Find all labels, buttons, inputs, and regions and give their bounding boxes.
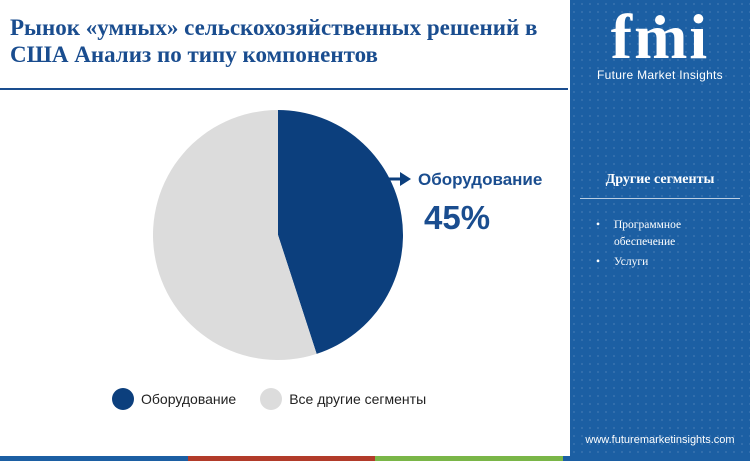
- segment-label: Программное обеспечение: [614, 219, 682, 248]
- pie-slice-hardware: [278, 110, 403, 354]
- other-segments-list: • Программное обеспечение • Услуги: [596, 217, 736, 274]
- other-segments-heading: Другие сегменты: [605, 172, 715, 187]
- bar-segment: [375, 456, 563, 461]
- segments-divider: [580, 198, 740, 199]
- pie-chart: [153, 110, 411, 360]
- bottom-color-bar: [0, 456, 750, 461]
- website-url[interactable]: www.futuremarketinsights.com: [585, 434, 735, 446]
- bullet-icon: •: [596, 219, 601, 231]
- bar-segment: [0, 456, 188, 461]
- bullet-icon: •: [596, 256, 601, 268]
- legend-item-other: Все другие сегменты: [260, 388, 426, 410]
- bar-segment: [562, 456, 750, 461]
- callout-arrow-icon: [388, 172, 411, 186]
- legend-item-hardware: Оборудование: [112, 388, 236, 410]
- sidebar: fmi Future Market Insights Другие сегмен…: [570, 0, 750, 461]
- callout-value: 45%: [424, 199, 491, 236]
- legend-label-other: Все другие сегменты: [289, 391, 427, 407]
- pie-slices: [153, 110, 403, 360]
- callout-label: Оборудование: [418, 170, 543, 189]
- globe-icon: [655, 15, 665, 25]
- title-divider: [0, 88, 568, 90]
- fmi-logo: fmi: [611, 8, 707, 63]
- bar-segment: [187, 456, 375, 461]
- legend-label-hardware: Оборудование: [141, 391, 237, 407]
- chart-legend: Оборудование Все другие сегменты: [112, 388, 450, 410]
- legend-swatch-hardware: [112, 388, 134, 410]
- brand-tagline: Future Market Insights: [597, 68, 723, 82]
- legend-swatch-other: [260, 388, 283, 410]
- segment-label: Услуги: [614, 256, 649, 268]
- list-item: • Услуги: [596, 254, 736, 271]
- list-item: • Программное обеспечение: [596, 217, 736, 251]
- page-title: Рынок «умных» сельскохозяйственных решен…: [10, 15, 538, 67]
- pie-slice-other: [153, 110, 317, 360]
